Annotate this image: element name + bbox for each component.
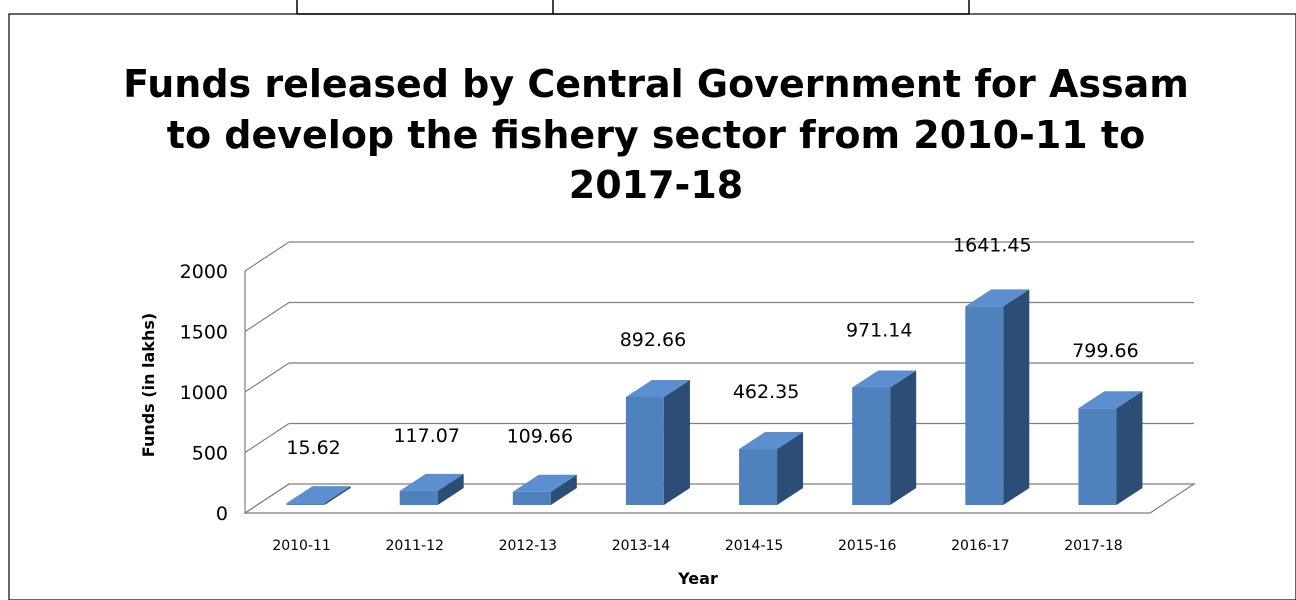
bar-side bbox=[890, 370, 917, 505]
x-tick-label: 2011-12 bbox=[385, 538, 444, 554]
bar-top bbox=[512, 474, 577, 492]
bar-top bbox=[1078, 391, 1143, 409]
chart-title: Funds released by Central Government for… bbox=[123, 62, 1189, 207]
wall-gridline bbox=[244, 301, 290, 333]
bar-side bbox=[777, 432, 804, 505]
bar-side bbox=[1116, 391, 1143, 505]
bar bbox=[1078, 391, 1143, 505]
x-tick-label: 2010-11 bbox=[272, 538, 331, 554]
bar-front bbox=[286, 503, 325, 505]
bar-front bbox=[625, 396, 664, 505]
bar bbox=[739, 432, 804, 505]
y-tick-label: 1000 bbox=[180, 382, 228, 404]
bar bbox=[965, 289, 1030, 505]
x-axis-labels: 2010-11 2011-12 2012-13 2013-14 2014-15 2015-… bbox=[272, 538, 1122, 554]
bar-top bbox=[965, 289, 1030, 307]
title-line-2: to develop the fishery sector from 2010-… bbox=[167, 113, 1145, 157]
bar-front bbox=[512, 491, 551, 505]
x-tick-label: 2013-14 bbox=[612, 538, 671, 554]
data-label: 892.66 bbox=[620, 329, 686, 351]
y-tick-label: 2000 bbox=[180, 261, 228, 283]
bar-side bbox=[663, 379, 690, 505]
bar-front bbox=[399, 490, 438, 505]
bar-front bbox=[852, 387, 891, 505]
data-label: 971.14 bbox=[846, 319, 912, 341]
bar-side bbox=[324, 486, 351, 505]
bar-top bbox=[625, 379, 690, 397]
x-axis-title: Year bbox=[677, 569, 718, 588]
data-labels: 15.62 117.07 109.66 892.66 462.35 971.14 1641.… bbox=[286, 234, 1138, 459]
data-label: 1641.45 bbox=[953, 234, 1032, 256]
y-axis-ticks: 0 500 1000 1500 2000 bbox=[180, 261, 228, 525]
x-tick-label: 2012-13 bbox=[499, 538, 558, 554]
data-label: 117.07 bbox=[393, 425, 459, 447]
plot-area bbox=[242, 241, 1197, 514]
bar-top bbox=[399, 473, 464, 491]
bar-top bbox=[286, 486, 351, 504]
data-label: 15.62 bbox=[286, 437, 340, 459]
x-tick-label: 2016-17 bbox=[951, 538, 1010, 554]
bar bbox=[399, 473, 464, 505]
title-line-1: Funds released by Central Government for… bbox=[123, 62, 1189, 106]
bar-side bbox=[550, 474, 577, 505]
wall-gridline bbox=[244, 422, 290, 454]
bar-top bbox=[739, 432, 804, 450]
y-axis-title: Funds (in lakhs) bbox=[139, 313, 158, 457]
bar-top bbox=[852, 370, 917, 388]
y-tick-label: 500 bbox=[192, 443, 228, 465]
title-line-3: 2017-18 bbox=[569, 163, 743, 207]
bar bbox=[286, 486, 351, 505]
data-label: 109.66 bbox=[507, 426, 573, 448]
bars bbox=[286, 289, 1143, 505]
bar-side bbox=[1003, 289, 1030, 505]
bar-front bbox=[739, 449, 778, 505]
x-tick-label: 2017-18 bbox=[1064, 538, 1123, 554]
bar bbox=[512, 474, 577, 505]
wall-gridline bbox=[244, 241, 290, 272]
floor bbox=[242, 483, 1197, 514]
bar-side bbox=[437, 473, 464, 505]
data-label: 462.35 bbox=[733, 381, 799, 403]
x-tick-label: 2014-15 bbox=[725, 538, 784, 554]
y-tick-label: 1500 bbox=[180, 322, 228, 344]
x-tick-label: 2015-16 bbox=[838, 538, 897, 554]
bar bbox=[625, 379, 690, 505]
chart-frame bbox=[8, 13, 1296, 600]
bar-front bbox=[1078, 408, 1117, 505]
bar-front bbox=[965, 306, 1004, 505]
wall-gridline bbox=[244, 362, 290, 393]
y-tick-label: 0 bbox=[216, 503, 228, 525]
table-fragment bbox=[296, 0, 970, 15]
data-label: 799.66 bbox=[1072, 340, 1138, 362]
bar bbox=[852, 370, 917, 505]
